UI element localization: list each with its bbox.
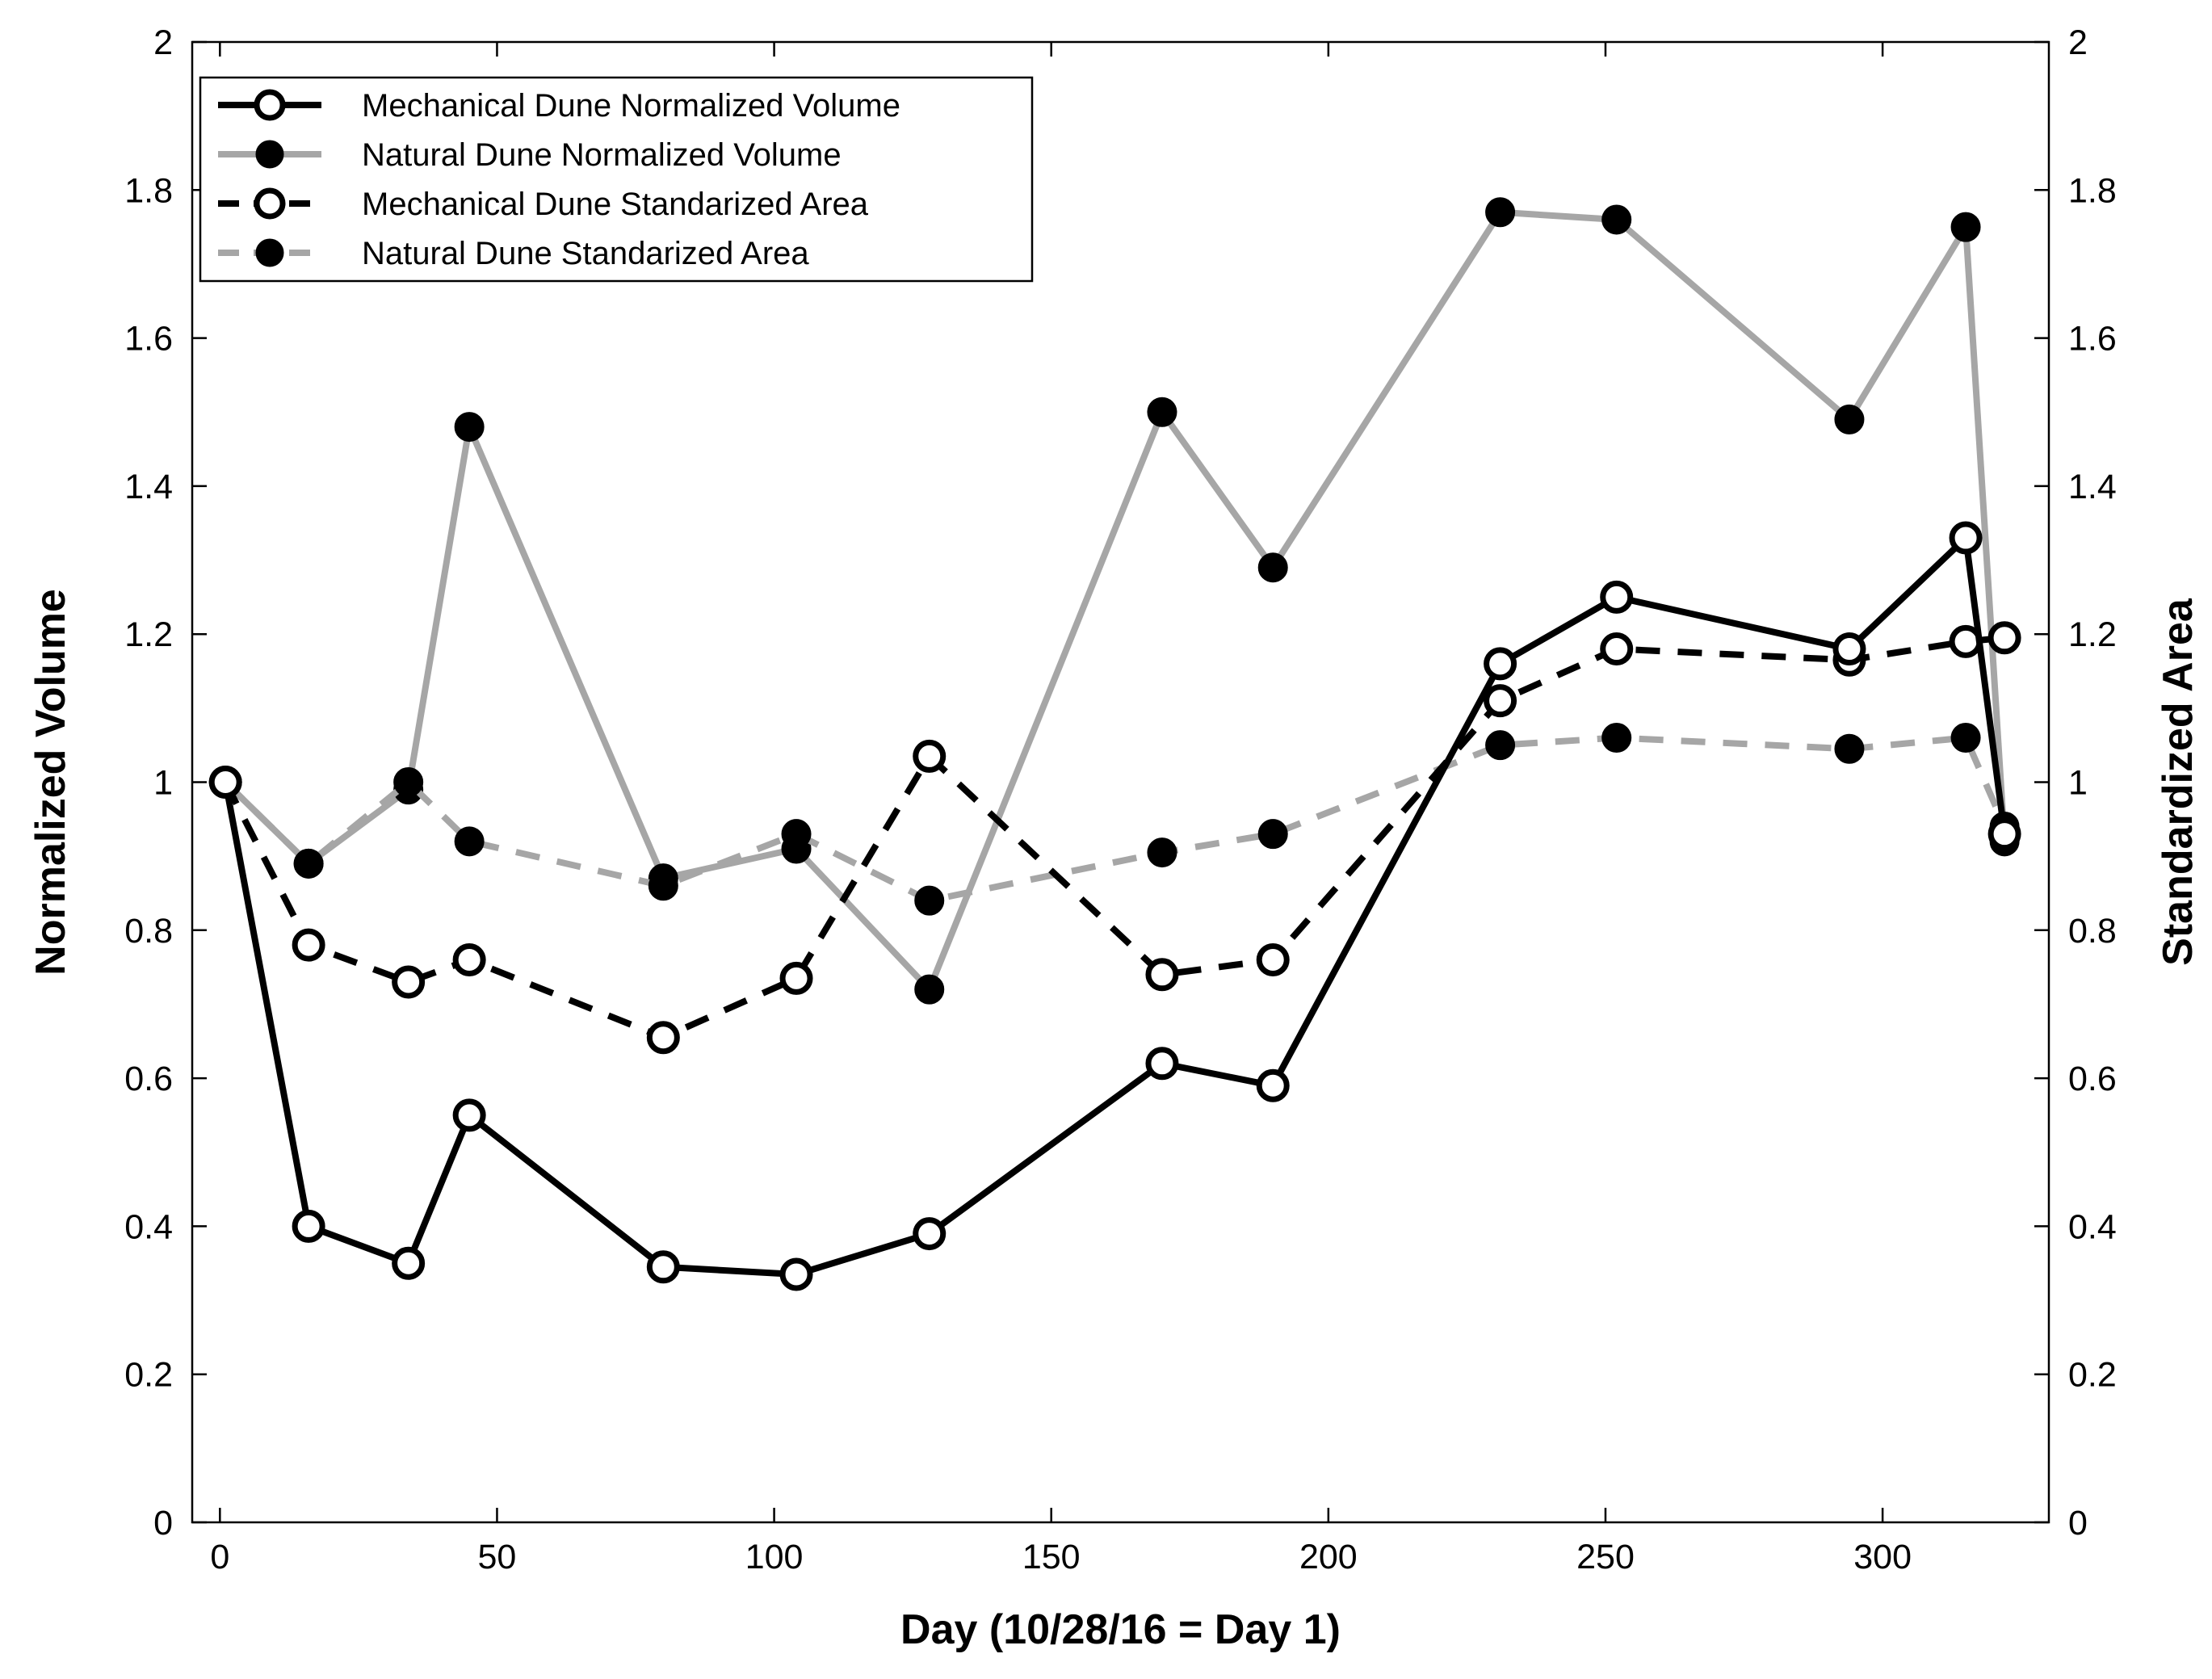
y2-tick-label: 2 xyxy=(2068,23,2088,62)
x-tick-label: 200 xyxy=(1299,1538,1358,1576)
data-point-filled xyxy=(454,412,485,443)
legend-label: Natural Dune Normalized Volume xyxy=(362,137,842,173)
legend-marker-open xyxy=(254,187,286,220)
y2-tick-label: 0.8 xyxy=(2068,912,2117,951)
data-point-open xyxy=(1256,1068,1290,1102)
y-tick-label: 1 xyxy=(153,764,173,803)
series-line xyxy=(223,208,2008,993)
series-mechanical-dune-normalized-volume xyxy=(208,521,2021,1291)
y-tick-label: 1.6 xyxy=(124,320,173,359)
y2-tick-label: 0.6 xyxy=(2068,1060,2117,1098)
data-point-filled xyxy=(393,767,424,797)
data-point-filled xyxy=(454,826,485,857)
axis-ticks: 0 50 100 150 200 250 300 0 0.2 0.4 0.6 0.8 1 1.2 1.4 1.… xyxy=(124,23,2117,1576)
y2-tick-label: 0.4 xyxy=(2068,1207,2117,1246)
data-point-open xyxy=(913,739,947,773)
y2-tick-label: 1.2 xyxy=(2068,615,2117,654)
data-point-filled xyxy=(1257,819,1288,850)
data-point-filled xyxy=(1601,204,1632,235)
data-point-open xyxy=(779,961,813,995)
legend: Mechanical Dune Normalized Volume Natural… xyxy=(199,76,1034,283)
legend-box xyxy=(199,76,1034,283)
data-point-open xyxy=(1256,942,1290,976)
data-point-filled xyxy=(1950,212,1981,242)
legend-label: Mechanical Dune Normalized Volume xyxy=(362,88,900,124)
data-point-open xyxy=(1987,817,2021,851)
data-point-filled xyxy=(1147,837,1177,868)
data-point-open xyxy=(1600,632,1634,666)
x-tick-label: 100 xyxy=(745,1538,804,1576)
y2-tick-label: 0.2 xyxy=(2068,1356,2117,1395)
x-tick-label: 150 xyxy=(1022,1538,1081,1576)
data-point-open xyxy=(292,928,325,962)
data-point-filled xyxy=(1834,733,1865,764)
y-tick-label: 0.6 xyxy=(124,1060,173,1098)
data-point-open xyxy=(1987,621,2021,655)
data-point-filled xyxy=(648,871,678,901)
data-point-open xyxy=(1145,1047,1179,1081)
data-point-open xyxy=(452,942,486,976)
data-point-filled xyxy=(1950,723,1981,753)
y-tick-label: 0.4 xyxy=(124,1207,173,1246)
y-tick-label: 0.8 xyxy=(124,912,173,951)
y-tick-label: 0 xyxy=(153,1504,173,1543)
y2-tick-label: 1.6 xyxy=(2068,320,2117,359)
series-line xyxy=(222,535,2008,1278)
data-point-filled xyxy=(1485,197,1516,228)
data-point-open xyxy=(1484,647,1517,681)
data-point-open xyxy=(1949,521,1983,555)
data-point-open xyxy=(292,1209,325,1243)
data-point-open xyxy=(779,1257,813,1291)
legend-marker-filled xyxy=(255,238,284,267)
data-point-filled xyxy=(293,848,324,879)
data-point-open xyxy=(646,1021,680,1055)
data-point-open xyxy=(208,766,242,799)
series-layer xyxy=(208,197,2021,1291)
data-point-filled xyxy=(1601,723,1632,753)
data-point-open xyxy=(1145,958,1179,992)
x-tick-label: 0 xyxy=(210,1538,229,1576)
data-point-filled xyxy=(914,974,945,1005)
data-point-open xyxy=(913,1217,947,1251)
data-point-filled xyxy=(914,885,945,916)
data-point-open xyxy=(1832,632,1866,666)
data-point-filled xyxy=(1147,397,1177,427)
data-point-open xyxy=(392,1246,426,1280)
y2-tick-label: 0 xyxy=(2068,1504,2088,1543)
x-axis-title: Day (10/28/16 = Day 1) xyxy=(900,1606,1341,1653)
data-point-open xyxy=(452,1098,486,1132)
legend-marker-filled xyxy=(255,140,284,169)
legend-marker-open xyxy=(254,89,286,121)
data-point-filled xyxy=(781,819,812,850)
data-point-filled xyxy=(1257,552,1288,583)
x-tick-label: 300 xyxy=(1853,1538,1912,1576)
legend-label: Mechanical Dune Standarized Area xyxy=(362,187,869,222)
y2-tick-label: 1.4 xyxy=(2068,468,2117,506)
y-tick-label: 1.8 xyxy=(124,171,173,210)
y-axis-title: Normalized Volume xyxy=(27,589,74,976)
x-tick-label: 250 xyxy=(1576,1538,1635,1576)
y2-axis-title: Standardized Area xyxy=(2155,598,2202,966)
data-point-filled xyxy=(1485,730,1516,761)
y-tick-label: 1.4 xyxy=(124,468,173,506)
y-tick-label: 1.2 xyxy=(124,615,173,654)
data-point-open xyxy=(1484,684,1517,718)
data-point-filled xyxy=(1834,404,1865,434)
y-tick-label: 0.2 xyxy=(124,1356,173,1395)
y2-tick-label: 1.8 xyxy=(2068,171,2117,210)
x-tick-label: 50 xyxy=(478,1538,517,1576)
y2-tick-label: 1 xyxy=(2068,764,2088,803)
data-point-open xyxy=(1600,580,1634,614)
data-point-open xyxy=(646,1250,680,1284)
y-tick-label: 2 xyxy=(153,23,173,62)
data-point-open xyxy=(392,965,426,999)
legend-label: Natural Dune Standarized Area xyxy=(362,236,809,271)
